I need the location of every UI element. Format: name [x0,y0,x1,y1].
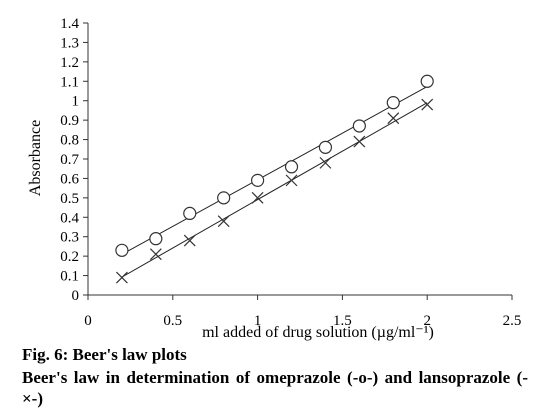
y-tick-label: 0.9 [60,113,79,129]
trend-lines [121,86,428,278]
y-tick-label: 1.4 [60,16,79,32]
cross-stroke [115,271,128,284]
trend-line-series-2 [121,102,428,278]
y-tick-label: 0.8 [60,133,79,149]
y-tick-label: 0.4 [60,210,79,226]
cross-marker-point [285,174,298,187]
cross-marker-point [387,112,400,125]
cross-marker-point [353,135,366,148]
cross-marker-point [217,215,230,228]
circle-marker-point [183,206,197,220]
trend-line-series-1 [121,86,428,255]
circle-marker-point [352,119,366,133]
cross-stroke [319,156,332,169]
beers-law-chart: 0 0.1 0.2 0.3 0.4 0.5 0.6 0.7 0.8 0.9 1 1.1 1.2 1.3 1.… [27,16,521,341]
circle-marker-point [318,140,333,154]
x-tick-label: 0 [84,313,92,329]
x-axis-title: ml added of drug solution (µg/ml⁻¹) [202,324,434,341]
cross-marker-point [251,191,264,204]
cross-stroke [353,135,366,148]
cross-marker-point [319,156,332,169]
circle-marker-point [149,232,163,246]
y-tick-label: 0.6 [60,171,79,187]
y-tick-label: 1.1 [60,74,79,90]
y-tick-label: 0.2 [60,249,79,265]
cross-stroke [251,191,264,204]
x-tick-label: 1.5 [333,313,352,329]
tick-labels: 0 0.1 0.2 0.3 0.4 0.5 0.6 0.7 0.8 0.9 1 1.1 1.2 1.3 1.… [60,16,521,329]
circle-marker-point [284,160,299,174]
cross-stroke [183,234,196,247]
cross-marker-point [421,98,434,111]
y-axis-title: Absorbance [27,120,44,196]
axes [83,22,513,300]
cross-stroke [387,112,400,125]
circle-marker-point [217,191,231,205]
data-points [115,74,434,284]
y-tick-label: 1 [72,94,80,110]
x-tick-label: 1 [254,313,262,329]
y-tick-label: 1.3 [60,35,79,51]
cross-stroke [421,98,434,111]
y-tick-label: 1.2 [60,55,79,71]
x-tick-label: 0.5 [163,313,182,329]
cross-stroke [285,174,298,187]
circle-marker-point [115,243,129,257]
y-tick-label: 0.7 [60,152,79,168]
x-tick-label: 2 [423,313,431,329]
cross-marker-point [183,234,196,247]
cross-marker-point [115,271,128,284]
y-tick-label: 0.5 [60,191,79,207]
circle-marker-point [386,96,400,110]
circle-marker-point [251,173,265,187]
x-tick-label: 2.5 [503,313,522,329]
y-tick-label: 0.3 [60,230,79,246]
circle-marker-point [420,74,434,88]
cross-marker-point [149,248,162,261]
figure-caption-title: Fig. 6: Beer's law plots [22,345,187,364]
y-tick-label: 0 [72,288,80,304]
cross-stroke [149,248,162,261]
y-tick-label: 0.1 [60,269,79,285]
cross-stroke [217,215,230,228]
figure-caption-body: Beer's law in determination of omeprazol… [22,368,528,408]
